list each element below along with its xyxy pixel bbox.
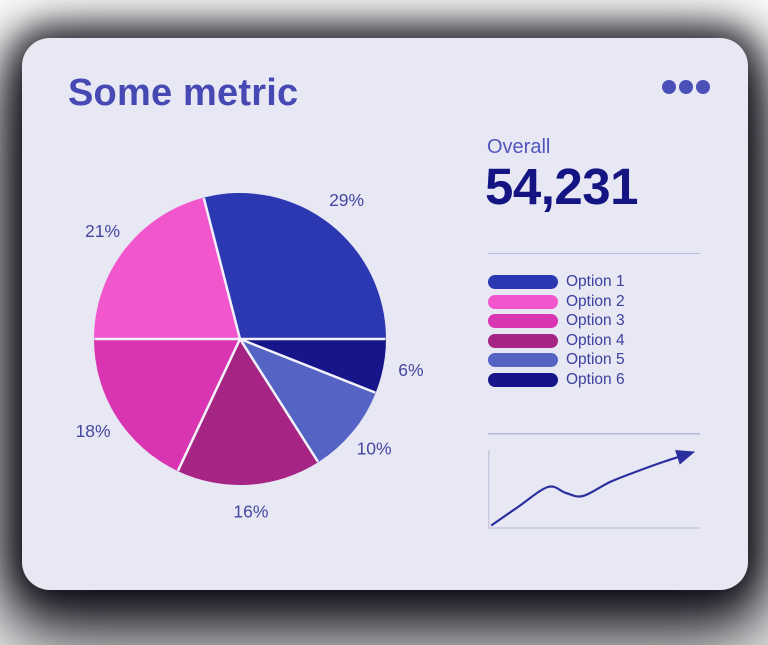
pie-separator	[176, 338, 242, 472]
legend-swatch	[488, 275, 558, 289]
pie-slice-option-4[interactable]	[177, 339, 319, 486]
pie-separator	[202, 197, 242, 340]
legend-label: Option 4	[566, 331, 625, 349]
pie-value-label: 16%	[233, 501, 268, 521]
legend-label: Option 3	[566, 312, 625, 329]
ellipsis-dot-icon	[696, 80, 710, 94]
pie-slice-option-5[interactable]	[240, 339, 376, 463]
pie-separator	[238, 338, 320, 463]
pie-value-label: 10%	[357, 439, 392, 459]
legend-label: Option 2	[566, 292, 625, 310]
legend-item-option-1[interactable]: Option 1	[488, 273, 625, 290]
legend-label: Option 6	[566, 370, 625, 388]
pie-value-label: 18%	[76, 421, 111, 441]
legend-item-option-2[interactable]: Option 2	[488, 292, 625, 310]
legend-item-option-5[interactable]: Option 5	[488, 351, 625, 368]
legend: Option 1 Option 2 Option 3 Option 4 Option 5…	[488, 273, 625, 388]
pie-slice-option-3[interactable]	[93, 339, 240, 472]
overall-label: Overall	[487, 136, 551, 158]
legend-divider	[488, 253, 700, 254]
overall-value: 54,231	[485, 158, 639, 215]
legend-swatch	[488, 372, 558, 387]
legend-item-option-4[interactable]: Option 4	[488, 331, 625, 349]
pie-value-label: 29%	[329, 190, 364, 210]
ellipsis-menu-button[interactable]	[662, 80, 710, 94]
pie-value-label: 21%	[85, 221, 120, 241]
page-title: Some metric	[68, 72, 299, 114]
legend-swatch	[488, 314, 558, 328]
ellipsis-dot-icon	[679, 80, 693, 94]
pie-slice-option-2[interactable]	[94, 197, 240, 339]
legend-item-option-3[interactable]: Option 3	[488, 312, 625, 329]
pie-slice-option-1[interactable]	[203, 193, 386, 339]
legend-swatch	[488, 333, 558, 348]
metric-card: Some metric 29% 6% 10% 16% 18% 21% Overall 54…	[22, 38, 748, 590]
ellipsis-dot-icon	[662, 80, 676, 94]
pie-value-label: 6%	[398, 360, 423, 380]
pie-chart[interactable]: 29% 6% 10% 16% 18% 21%	[40, 160, 460, 540]
legend-swatch	[488, 294, 558, 309]
legend-item-option-6[interactable]: Option 6	[488, 370, 625, 388]
legend-label: Option 1	[566, 273, 625, 290]
legend-label: Option 5	[566, 351, 625, 368]
trend-sparkline	[488, 433, 700, 529]
trend-line	[490, 450, 696, 527]
legend-swatch	[488, 353, 558, 367]
pie-separator	[239, 337, 376, 394]
